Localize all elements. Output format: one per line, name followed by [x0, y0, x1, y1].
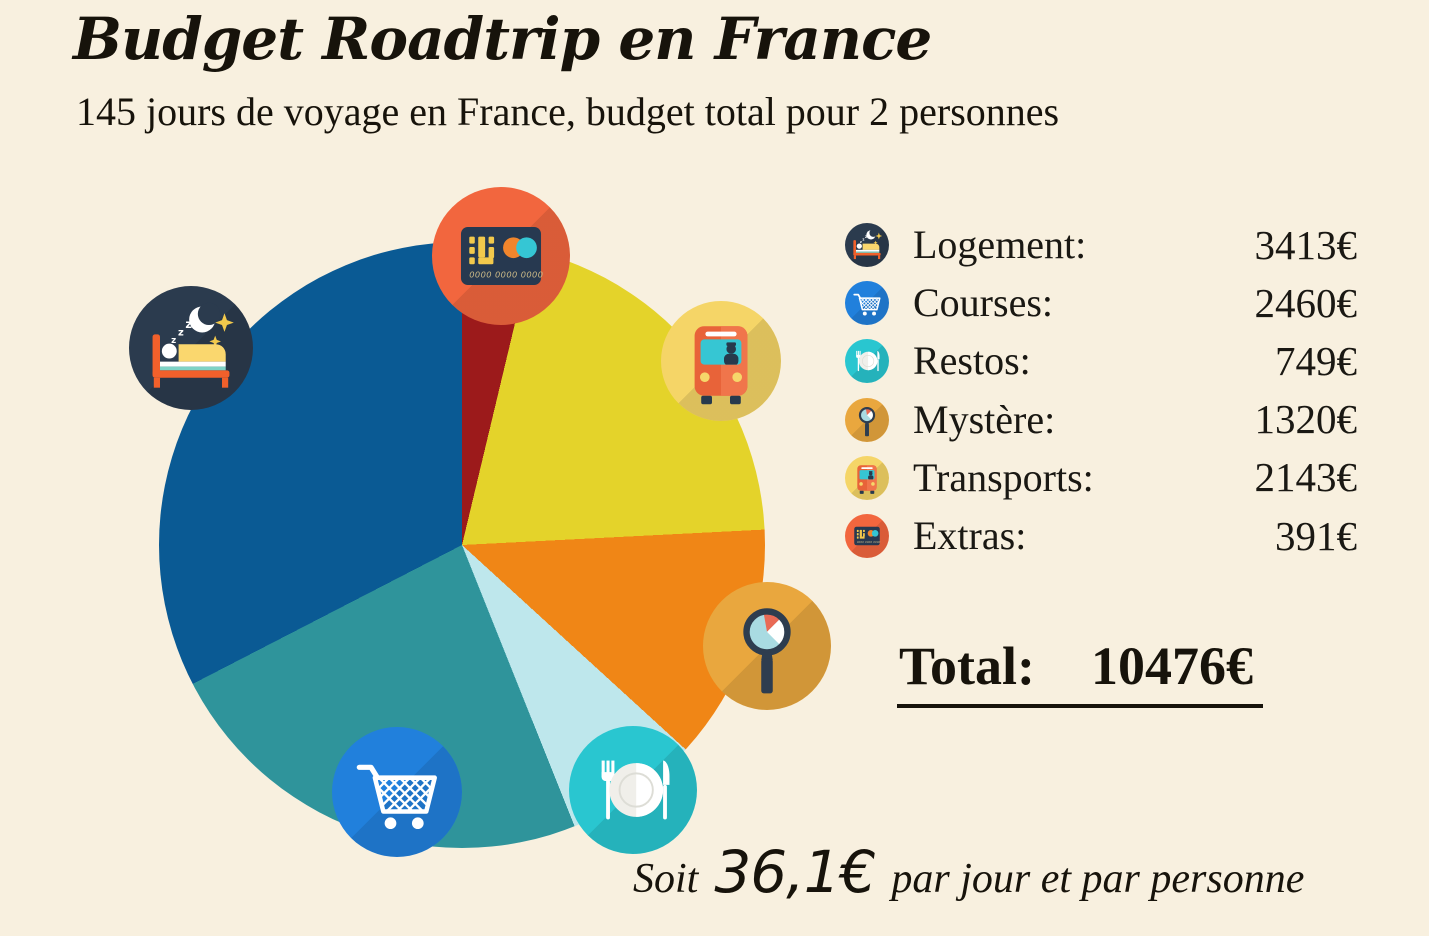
- credit-card-icon: 0000 0000 0000: [854, 526, 881, 546]
- legend-label: Logement:: [913, 222, 1087, 268]
- card-number: 0000 0000 0000: [857, 540, 881, 544]
- svg-text:z: z: [178, 328, 184, 339]
- legend-transports-bubble: [845, 455, 889, 500]
- total-value: 10476€: [1091, 636, 1254, 696]
- legend-restos-bubble: [845, 339, 889, 384]
- legend-label: Restos:: [913, 338, 1031, 384]
- total-line: Total: 10476€: [897, 636, 1264, 709]
- legend-value: 2460€: [1254, 279, 1358, 326]
- shopping-cart-icon: [356, 764, 437, 830]
- legend-row: z z z Logement: 3413€: [845, 216, 1357, 274]
- plate-cutlery-icon: [601, 760, 670, 820]
- courses-bubble: [332, 727, 462, 857]
- legend-mystere-bubble: [845, 397, 889, 442]
- legend-value: 391€: [1275, 512, 1357, 559]
- legend-courses-bubble: [845, 281, 889, 326]
- legend-row: Transports: 2143€: [845, 449, 1357, 507]
- magnifier-pie-icon: [858, 406, 876, 436]
- card-number: 0000 0000 0000: [469, 269, 543, 279]
- bus-icon: [857, 465, 877, 494]
- logement-bubble: z z z: [129, 286, 253, 410]
- mystere-bubble: [703, 582, 831, 710]
- legend-value: 749€: [1275, 337, 1357, 384]
- total-label: Total:: [899, 636, 1036, 696]
- bed-icon: z z z: [152, 302, 234, 388]
- legend-row: Mystère: 1320€: [845, 391, 1357, 449]
- footer-amount: 36,1€: [714, 838, 876, 906]
- legend-row: Courses: 2460€: [845, 274, 1357, 332]
- legend: z z z Logement: 3413€ Courses:: [845, 216, 1357, 565]
- svg-text:z: z: [860, 240, 862, 244]
- legend-label: Extras:: [913, 513, 1027, 559]
- legend-row: Restos: 749€: [845, 332, 1357, 390]
- legend-value: 3413€: [1254, 221, 1358, 268]
- legend-extras-bubble: 0000 0000 0000: [845, 514, 889, 559]
- page-subtitle: 145 jours de voyage en France, budget to…: [76, 89, 1060, 134]
- footer-prefix: Soit: [633, 856, 699, 902]
- legend-label: Courses:: [913, 280, 1053, 326]
- legend-value: 2143€: [1254, 454, 1358, 501]
- svg-text:z: z: [171, 336, 176, 346]
- footer-line: Soit 36,1€ par jour et par personne: [633, 838, 1304, 906]
- svg-text:z: z: [865, 234, 868, 239]
- legend-label: Transports:: [913, 454, 1094, 500]
- extras-bubble: 0000 0000 0000: [432, 187, 570, 325]
- restos-bubble: [569, 726, 697, 854]
- bus-icon: [694, 326, 748, 405]
- shopping-cart-icon: [853, 294, 881, 316]
- plate-cutlery-icon: [856, 351, 880, 372]
- legend-value: 1320€: [1254, 396, 1358, 443]
- legend-logement-bubble: z z z: [845, 223, 889, 268]
- page-title: Budget Roadtrip en France: [73, 5, 932, 73]
- svg-text:z: z: [185, 318, 192, 331]
- legend-row: 0000 0000 0000 Extras: 391€: [845, 507, 1357, 565]
- footer-suffix: par jour et par personne: [891, 856, 1305, 902]
- bed-icon: z z z: [853, 229, 883, 260]
- svg-text:z: z: [862, 238, 864, 242]
- transports-bubble: [661, 301, 781, 421]
- credit-card-icon: 0000 0000 0000: [460, 227, 543, 285]
- legend-label: Mystère:: [913, 396, 1056, 442]
- magnifier-pie-icon: [743, 608, 791, 694]
